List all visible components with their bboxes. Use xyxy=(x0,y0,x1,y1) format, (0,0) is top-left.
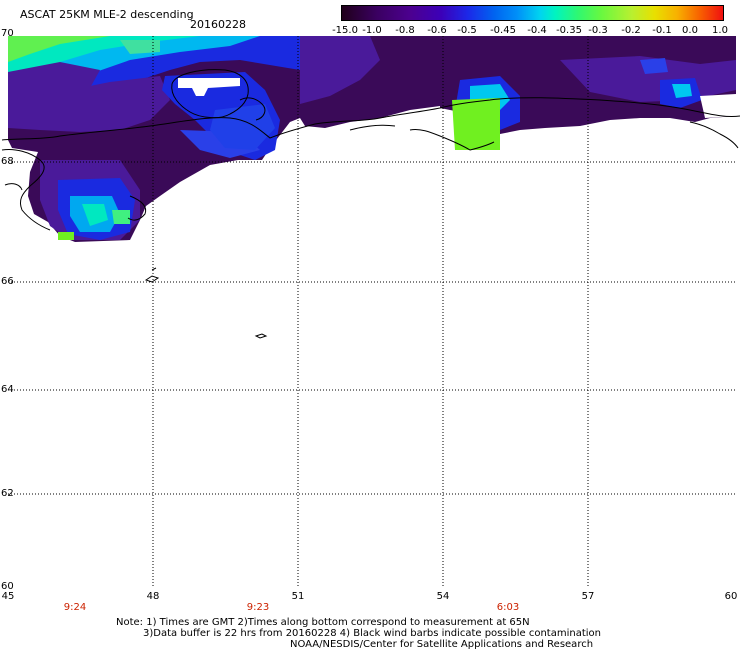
time-label: 9:24 xyxy=(63,602,87,613)
colorbar-tick: 1.0 xyxy=(712,25,728,36)
lon-label: 51 xyxy=(291,591,305,602)
swath-data xyxy=(8,36,736,242)
colorbar-tick: -0.45 xyxy=(490,25,516,36)
note-line-1: Note: 1) Times are GMT 2)Times along bot… xyxy=(116,617,530,628)
time-label: 6:03 xyxy=(496,602,520,613)
colorbar-tick: -0.8 xyxy=(395,25,415,36)
lat-label: 66 xyxy=(1,276,14,287)
map-date: 20160228 xyxy=(190,18,246,31)
colorbar xyxy=(341,5,724,21)
colorbar-tick: -0.2 xyxy=(621,25,641,36)
colorbar-tick: -0.4 xyxy=(527,25,547,36)
colorbar-tick: -0.6 xyxy=(427,25,447,36)
lon-label: 48 xyxy=(146,591,160,602)
lon-label: 54 xyxy=(436,591,450,602)
coastline xyxy=(1,69,740,339)
lat-label: 60 xyxy=(1,581,14,592)
time-label: 9:23 xyxy=(246,602,270,613)
colorbar-tick: 0.0 xyxy=(682,25,698,36)
colorbar-tick: -0.35 xyxy=(556,25,582,36)
lat-label: 68 xyxy=(1,156,14,167)
lon-label: 60 xyxy=(724,591,738,602)
lon-label: 57 xyxy=(581,591,595,602)
lon-label: 45 xyxy=(1,591,15,602)
colorbar-tick: -0.5 xyxy=(457,25,477,36)
colorbar-tick: -0.1 xyxy=(652,25,672,36)
note-line-2: 3)Data buffer is 22 hrs from 20160228 4)… xyxy=(143,628,601,639)
lat-label: 62 xyxy=(1,488,14,499)
colorbar-tick: -1.0 xyxy=(362,25,382,36)
graticule xyxy=(8,36,736,588)
colorbar-tick: -0.3 xyxy=(588,25,608,36)
lat-label: 64 xyxy=(1,384,14,395)
colorbar-tick: -15.0 xyxy=(332,25,358,36)
map-title: ASCAT 25KM MLE-2 descending xyxy=(20,8,194,21)
lat-label: 70 xyxy=(1,28,14,39)
note-line-3: NOAA/NESDIS/Center for Satellite Applica… xyxy=(290,639,594,650)
